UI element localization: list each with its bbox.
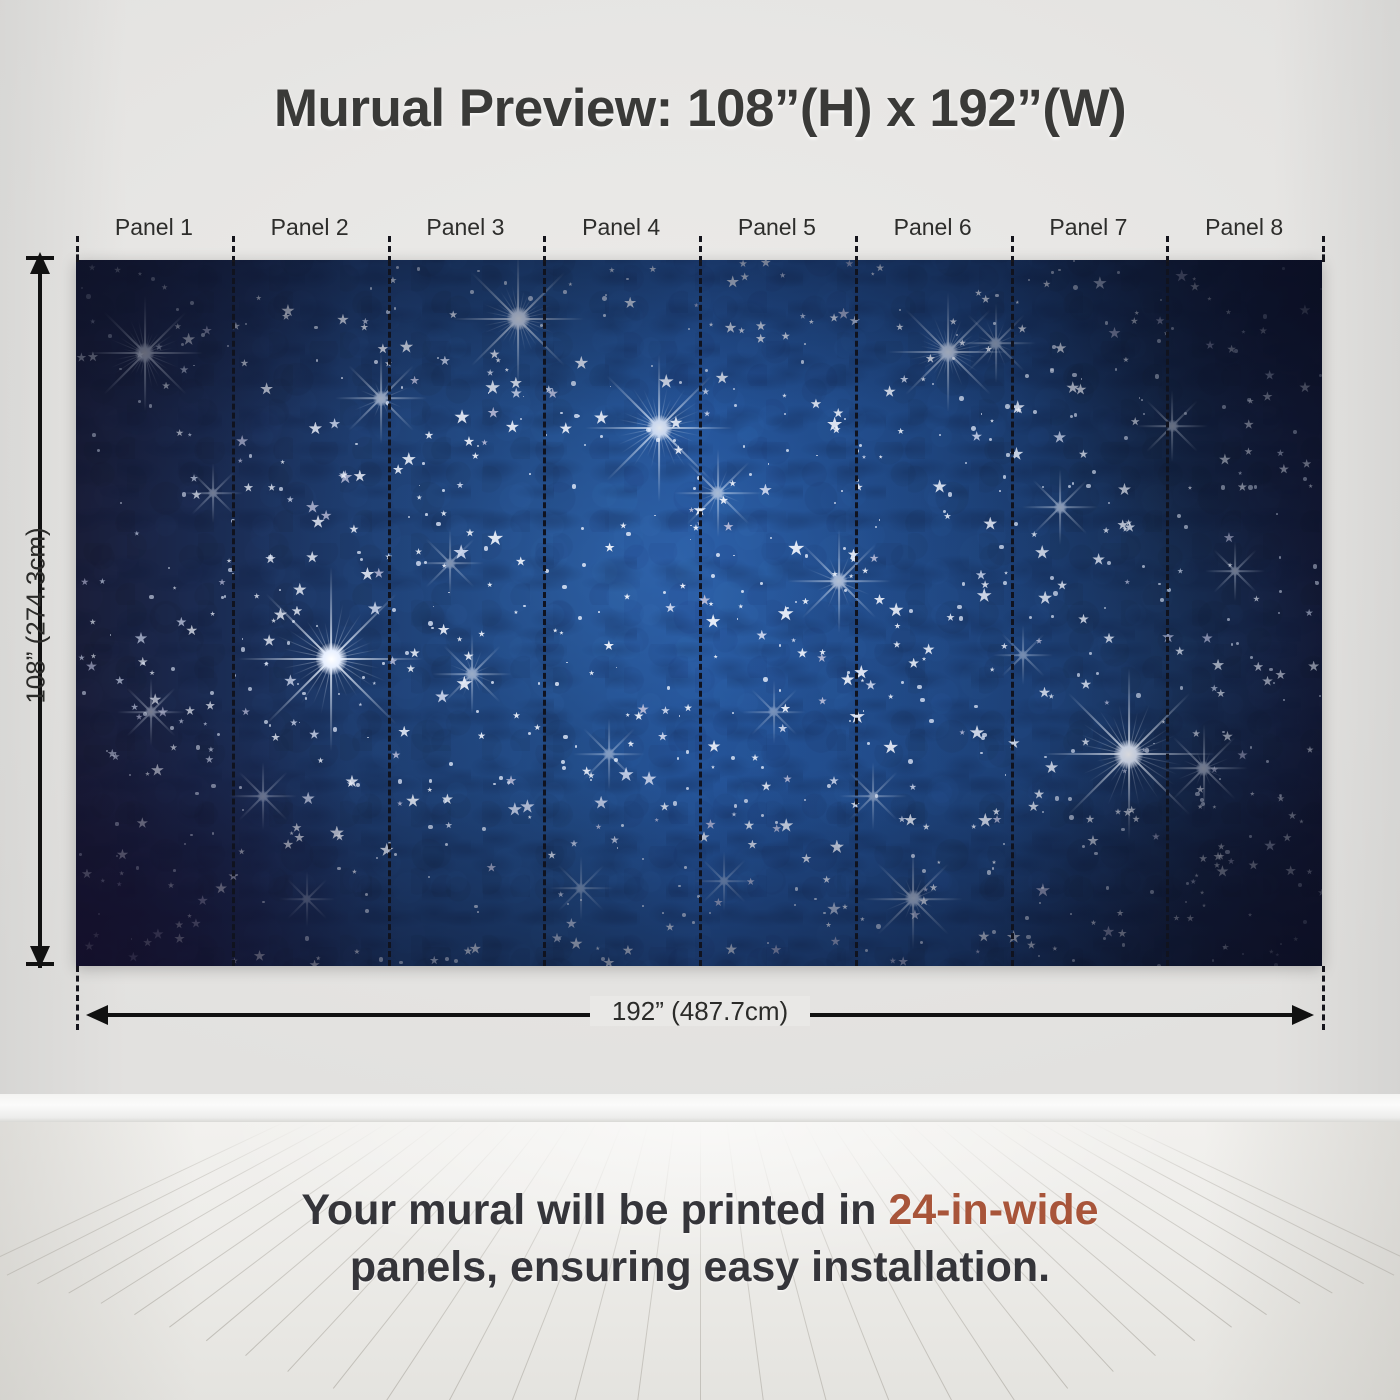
- panel-boundary-tick-8: [1322, 236, 1325, 262]
- height-dimension-line: [38, 258, 42, 968]
- panel-divider-5: [854, 260, 858, 966]
- panel-divider-6: [1010, 260, 1014, 966]
- panel-label-6: Panel 6: [893, 214, 972, 240]
- panel-boundary-tick-6: [1010, 236, 1014, 262]
- caption-line-1: Your mural will be printed in 24-in-wide: [0, 1182, 1400, 1239]
- height-dimension-label: 108” (274.3cm): [20, 527, 51, 704]
- panel-boundary-tick-5: [854, 236, 858, 262]
- panel-boundary-tick-1: [231, 236, 235, 262]
- panel-label-row: Panel 1 Panel 2 Panel 3 Panel 4 Panel 5 Panel…: [76, 212, 1322, 260]
- panel-boundary-tick-0: [76, 236, 79, 262]
- caption-highlight: 24-in-wide: [888, 1186, 1099, 1234]
- footer-caption: Your mural will be printed in 24-in-wide…: [0, 1182, 1400, 1296]
- panel-divider-4: [699, 260, 702, 966]
- page-title: Murual Preview: 108”(H) x 192”(W): [273, 79, 1127, 138]
- panel-boundary-tick-3: [543, 236, 547, 262]
- extension-line-3: [1322, 966, 1325, 1030]
- width-dimension-label: 192” (487.7cm): [0, 996, 1400, 1027]
- panel-label-7: Panel 7: [1049, 214, 1128, 240]
- width-dimension-text: 192” (487.7cm): [589, 996, 811, 1026]
- panel-divider-1: [231, 260, 235, 966]
- baseboard: [0, 1094, 1400, 1122]
- wood-floor: [0, 1122, 1400, 1400]
- panel-divider-7: [1166, 260, 1170, 966]
- panel-label-2: Panel 2: [270, 214, 349, 240]
- panel-divider-3: [543, 260, 547, 966]
- extension-line-1: [76, 966, 79, 1030]
- panel-label-8: Panel 8: [1205, 214, 1284, 240]
- floor-sheen: [0, 1122, 1400, 1400]
- panel-boundary-tick-4: [699, 236, 702, 262]
- panel-label-4: Panel 4: [582, 214, 661, 240]
- panel-label-3: Panel 3: [426, 214, 505, 240]
- width-arrow-right: [1292, 1005, 1314, 1025]
- panel-boundary-tick-7: [1166, 236, 1170, 262]
- panel-divider-2: [387, 260, 391, 966]
- panel-boundary-tick-2: [387, 236, 391, 262]
- panel-label-1: Panel 1: [114, 214, 193, 240]
- panel-label-5: Panel 5: [737, 214, 816, 240]
- width-arrow-left: [86, 1005, 108, 1025]
- caption-line-2: panels, ensuring easy installation.: [349, 1242, 1051, 1291]
- height-tick-bottom: [26, 962, 54, 966]
- caption-line-1-text: Your mural will be printed in: [301, 1186, 889, 1234]
- mural-image: [76, 260, 1322, 966]
